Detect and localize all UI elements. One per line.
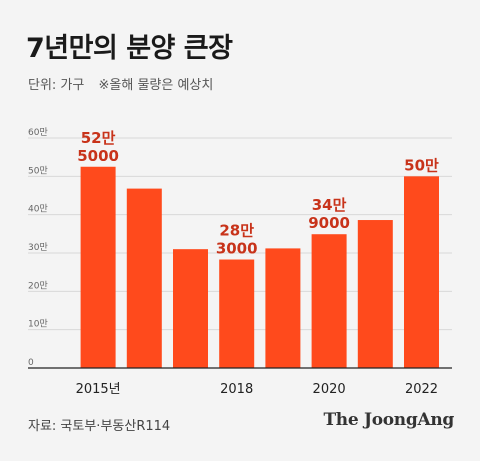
bar-2019 [265,248,301,368]
y-tick-label: 50만 [28,165,48,176]
data-label: 52만 [81,129,116,147]
y-tick-label: 0 [28,358,34,368]
chart-subtitle: 단위: 가구 ※올해 물량은 예상치 [28,74,213,93]
y-tick-label: 40만 [28,204,48,215]
unit-label: 단위: 가구 [28,78,85,93]
data-label: 9000 [308,214,350,232]
data-label: 28만 [219,222,254,240]
bar-2017 [173,249,208,368]
page-title: 7년만의 분양 큰장 [26,33,233,64]
y-tick-label: 60만 [28,127,48,138]
x-tick-label: 2015년 [76,382,121,397]
data-label: 3000 [216,240,258,258]
y-tick-label: 30만 [28,242,48,253]
bar-2015 [80,166,116,368]
data-label: 5000 [77,147,119,165]
bar-2018 [219,259,255,368]
brand-logo: The JoongAng [323,410,454,430]
data-label: 50만 [404,156,439,174]
bar-2021 [357,220,393,368]
bar-2022 [404,176,439,368]
bar-2016 [126,188,162,368]
forecast-note: ※올해 물량은 예상치 [98,78,214,93]
x-tick-label: 2018 [220,382,253,397]
bar-2020 [311,234,347,368]
x-tick-label: 2022 [405,382,438,397]
data-label: 34만 [312,196,347,214]
y-tick-label: 10만 [28,319,48,330]
x-tick-label: 2020 [313,382,346,397]
source-credit: 자료: 국토부·부동산R114 [28,419,171,434]
y-tick-label: 20만 [28,280,48,291]
